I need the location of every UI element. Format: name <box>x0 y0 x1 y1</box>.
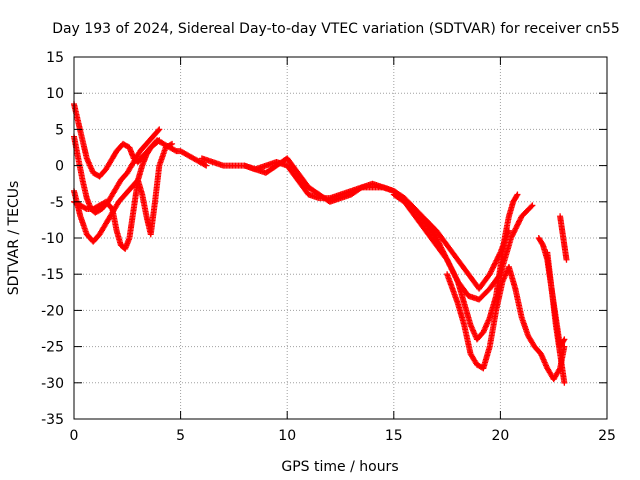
y-tick-label: 10 <box>46 86 64 102</box>
data-point <box>172 147 179 154</box>
data-point <box>156 137 163 144</box>
data-point <box>561 379 568 386</box>
y-axis-label: SDTVAR / TECUs <box>6 181 22 296</box>
axis-ticks: 0 5 10 15 20 25 15 10 5 0 -5 -10 -15 -20 -25 -30 -35 <box>41 50 616 444</box>
y-tick-label: -35 <box>41 412 64 428</box>
series-track-8 <box>444 263 568 383</box>
data-point <box>560 337 567 344</box>
y-tick-label: -30 <box>41 376 64 392</box>
data-point <box>529 202 536 209</box>
series-track-6 <box>241 155 512 292</box>
y-tick-label: -20 <box>41 303 64 319</box>
series-track-11 <box>557 213 570 263</box>
data-point <box>528 203 535 210</box>
grid <box>74 57 607 419</box>
y-tick-label: -15 <box>41 267 64 283</box>
data-point <box>561 336 568 343</box>
data-point <box>156 126 163 133</box>
x-axis-label: GPS time / hours <box>281 459 398 475</box>
series-track-1 <box>71 101 210 180</box>
data-point <box>169 140 176 147</box>
data-point <box>539 241 546 248</box>
chart-title: Day 193 of 2024, Sidereal Day-to-day VTE… <box>52 21 620 37</box>
x-tick-label: 25 <box>598 428 616 444</box>
series-track-4 <box>71 137 163 252</box>
x-tick-label: 0 <box>70 428 79 444</box>
series-track-7 <box>390 191 521 343</box>
x-tick-label: 15 <box>385 428 403 444</box>
series-track-10 <box>544 249 568 350</box>
data-point <box>155 127 162 134</box>
series-track-9 <box>535 235 568 386</box>
data-points <box>71 101 570 386</box>
y-tick-label: 0 <box>55 159 64 175</box>
data-point <box>82 205 89 212</box>
x-tick-label: 10 <box>278 428 296 444</box>
x-tick-label: 5 <box>176 428 185 444</box>
y-tick-label: 15 <box>46 50 64 66</box>
data-point <box>203 162 210 169</box>
data-point <box>167 141 174 148</box>
data-point <box>357 185 364 192</box>
y-tick-label: 5 <box>55 122 64 138</box>
data-point <box>563 256 570 263</box>
x-tick-label: 20 <box>491 428 509 444</box>
data-point <box>201 161 208 168</box>
data-point <box>513 192 520 199</box>
y-tick-label: -5 <box>50 195 64 211</box>
data-point <box>155 138 162 145</box>
y-tick-label: -25 <box>41 340 64 356</box>
y-tick-label: -10 <box>41 231 64 247</box>
data-point <box>514 191 521 198</box>
